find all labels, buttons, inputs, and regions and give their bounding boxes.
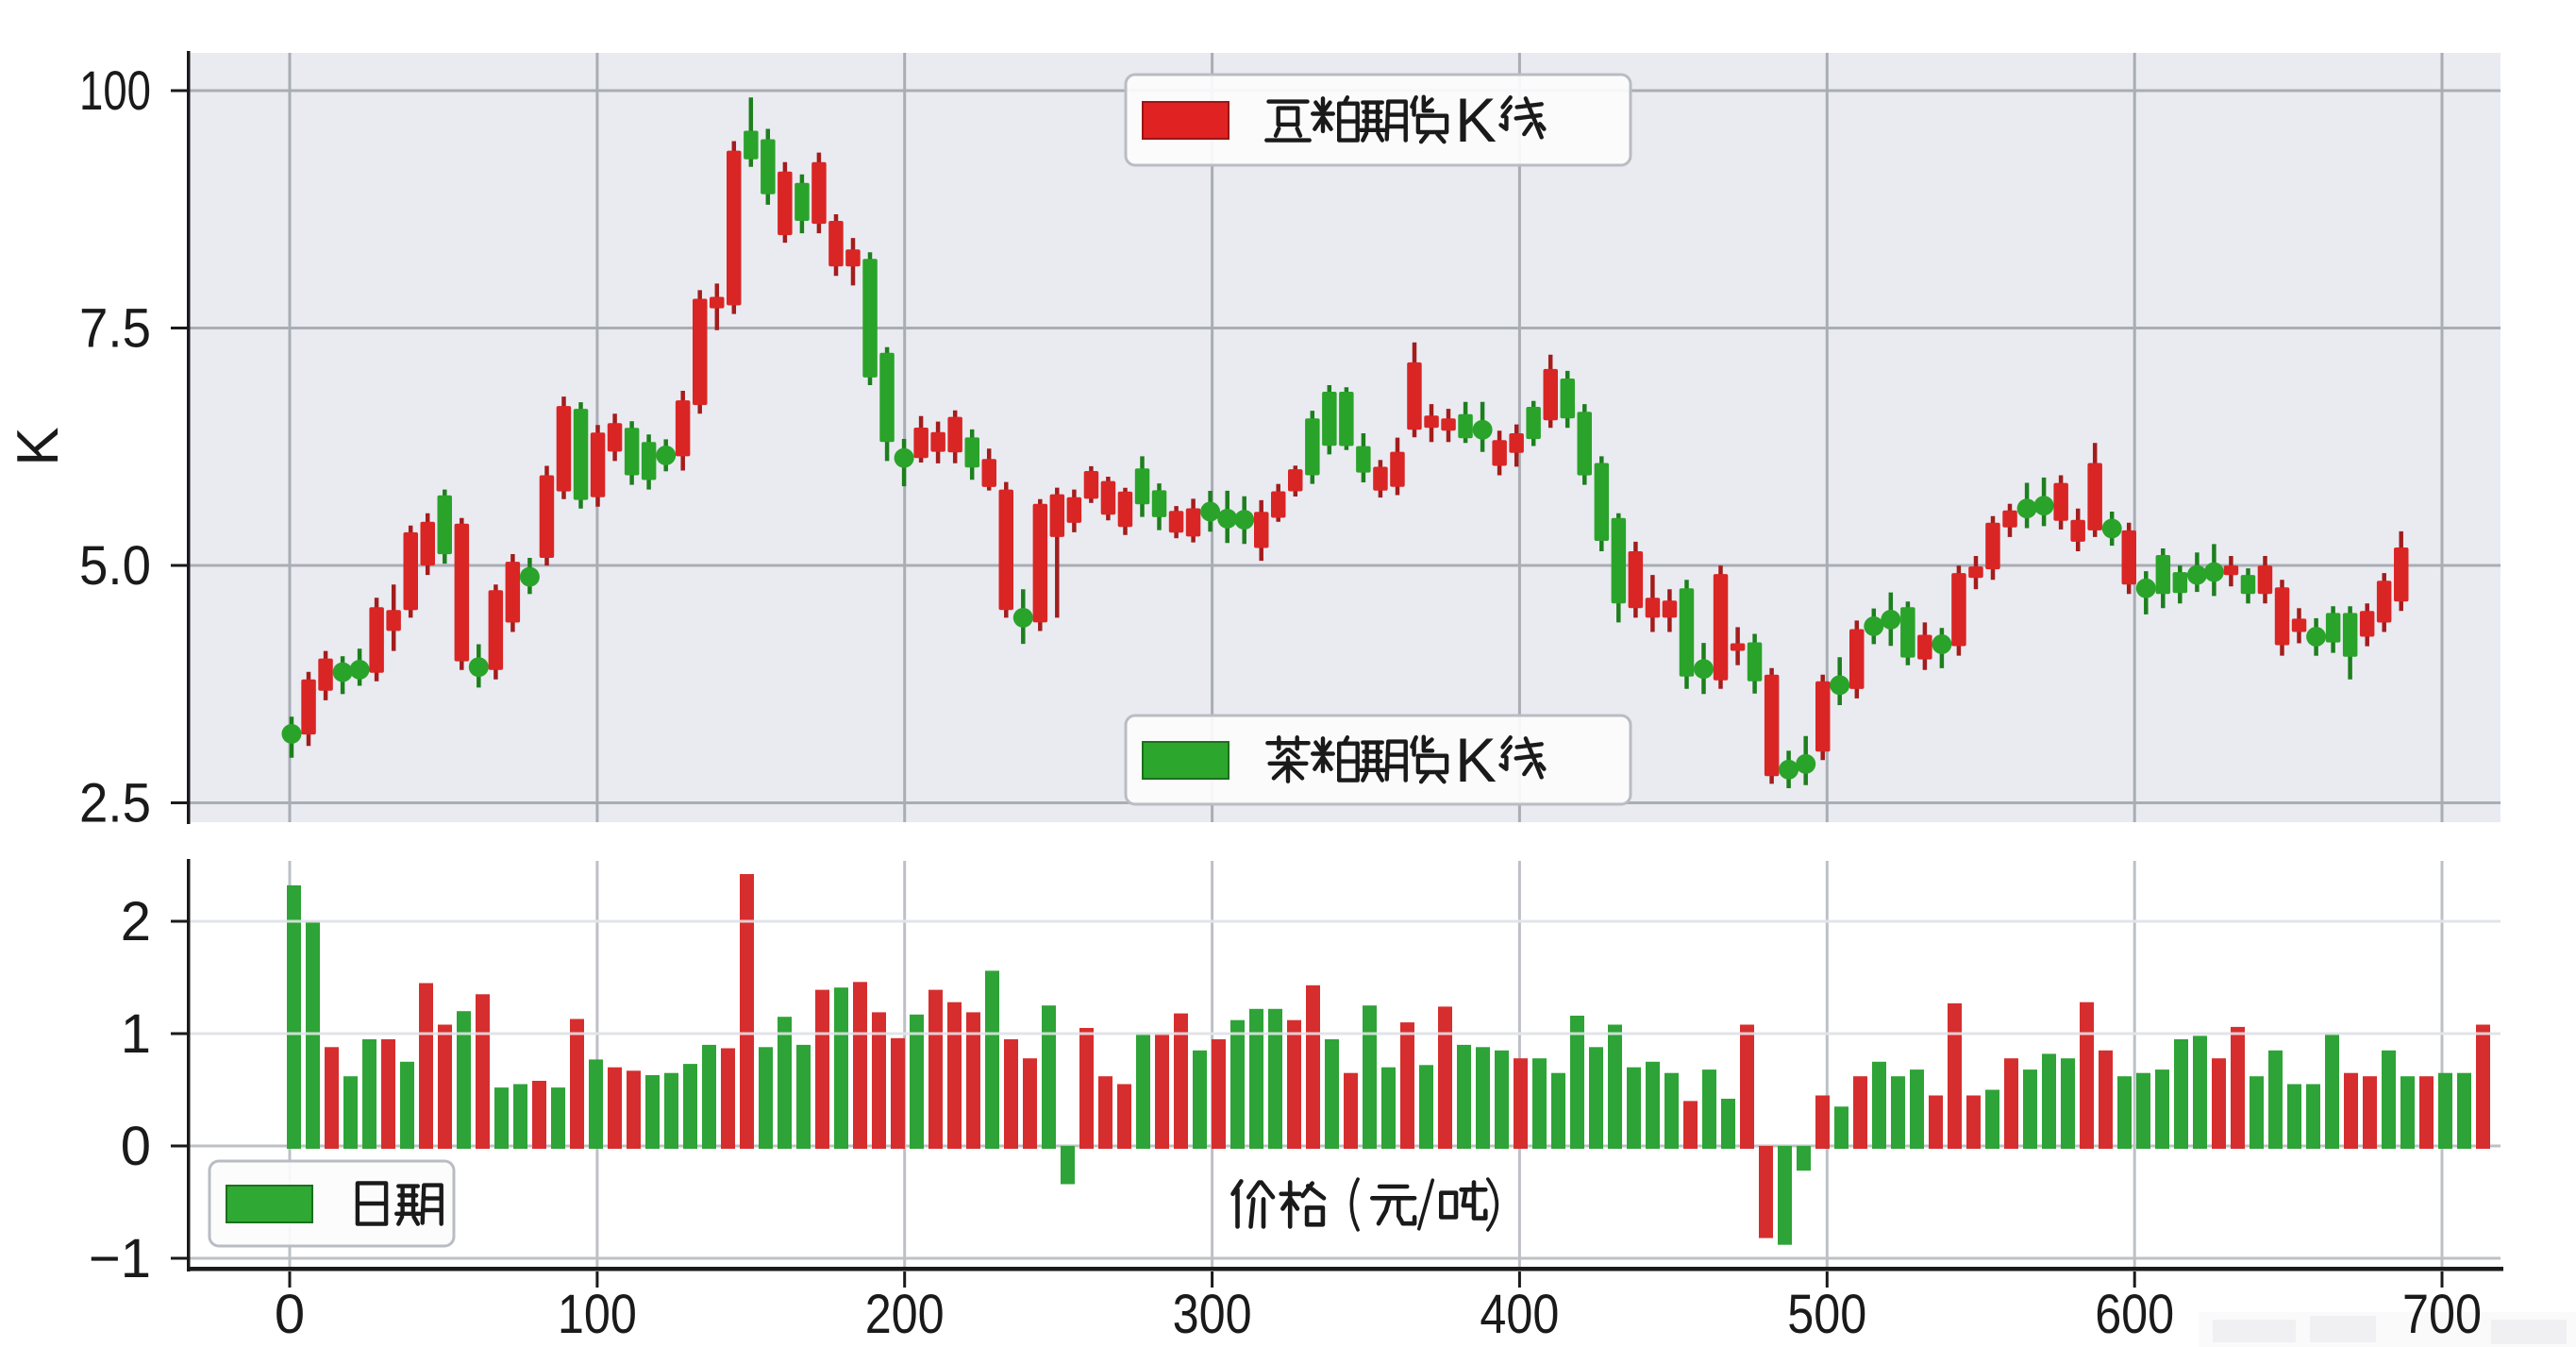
svg-text:0: 0 [275, 1284, 305, 1345]
svg-text:100: 100 [558, 1284, 637, 1345]
svg-text:−1: −1 [89, 1228, 151, 1289]
svg-text:K: K [6, 427, 71, 465]
svg-text:500: 500 [1787, 1284, 1866, 1345]
svg-text:100: 100 [79, 60, 151, 122]
svg-text:200: 200 [865, 1284, 945, 1345]
svg-text:0: 0 [121, 1116, 151, 1177]
svg-text:2: 2 [121, 891, 151, 952]
svg-text:K: K [1455, 85, 1497, 155]
svg-text:7.5: 7.5 [79, 298, 151, 360]
svg-text:300: 300 [1173, 1284, 1252, 1345]
svg-text:2.5: 2.5 [79, 773, 151, 834]
svg-text:1: 1 [121, 1003, 151, 1065]
svg-text:400: 400 [1480, 1284, 1559, 1345]
svg-text:K: K [1455, 725, 1497, 795]
svg-text:5.0: 5.0 [79, 535, 151, 597]
svg-text:700: 700 [2402, 1284, 2482, 1345]
svg-text:600: 600 [2095, 1284, 2174, 1345]
